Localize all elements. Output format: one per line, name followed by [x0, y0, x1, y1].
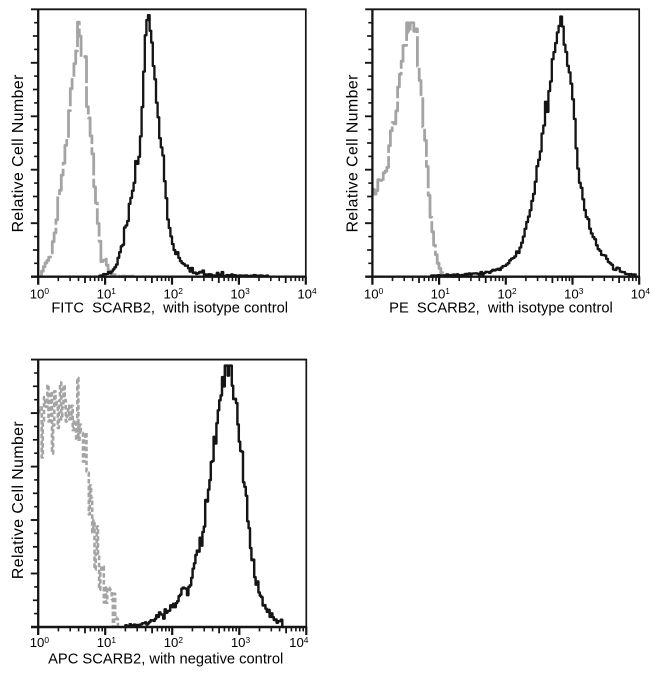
svg-text:Relative Cell Number: Relative Cell Number [10, 421, 27, 579]
svg-text:Relative Cell Number: Relative Cell Number [10, 74, 27, 232]
svg-text:104: 104 [631, 286, 650, 301]
svg-text:APC SCARB2, with negative cont: APC SCARB2, with negative control [48, 651, 283, 667]
svg-text:PE SCARB2, with isotype cont: PE SCARB2, with isotype control [389, 301, 613, 317]
svg-text:Relative Cell Number: Relative Cell Number [344, 74, 361, 232]
svg-text:FITC SCARB2, with isotype co: FITC SCARB2, with isotype control [51, 301, 288, 317]
